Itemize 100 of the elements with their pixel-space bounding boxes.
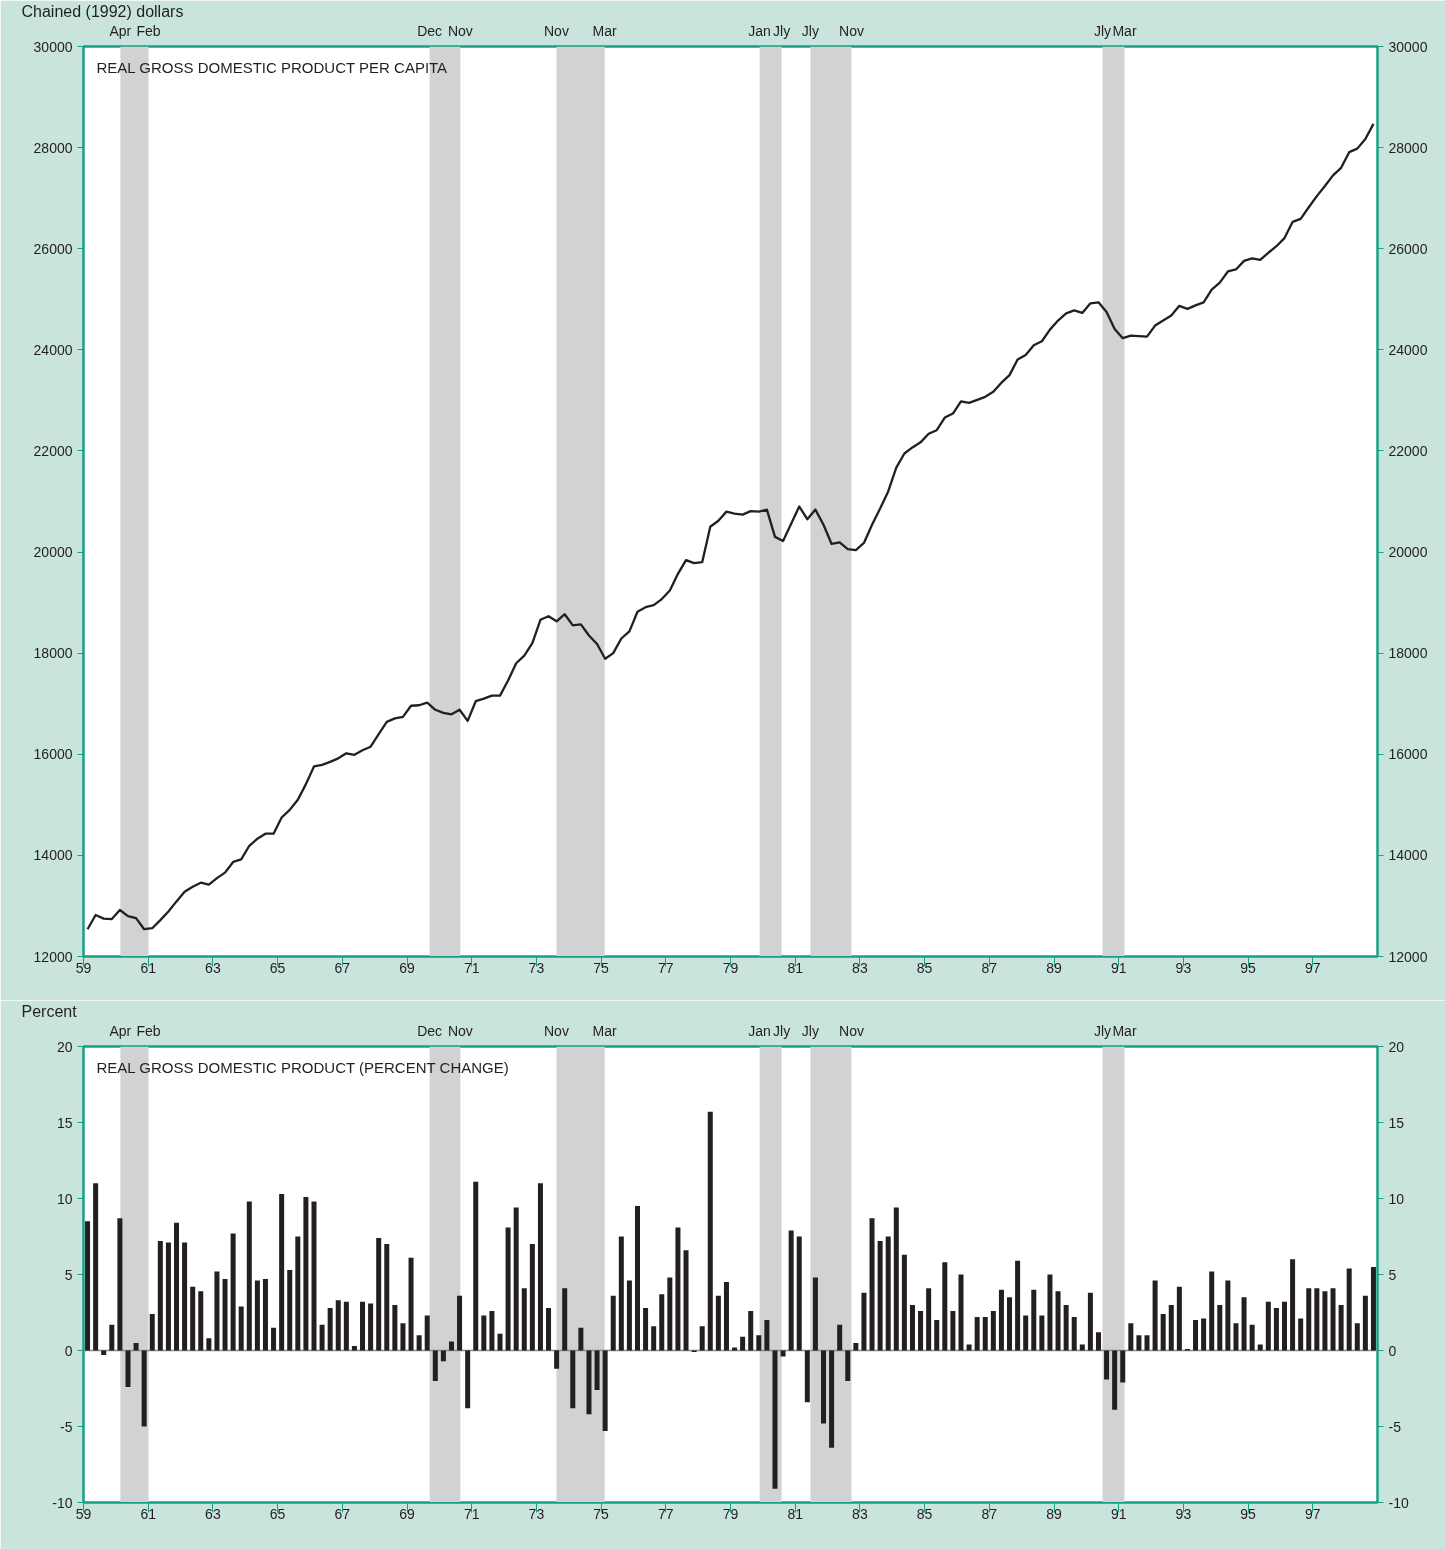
- bar: [1273, 1307, 1279, 1351]
- y2-tick-label: 20000: [1388, 544, 1428, 561]
- y-tick-label: 28000: [33, 139, 73, 156]
- text: REAL GROSS DOMESTIC PRODUCT (PERCENT CHANGE): [96, 1058, 509, 1076]
- x-tick-label: 67: [334, 959, 351, 976]
- bar: [1330, 1288, 1336, 1351]
- bar: [958, 1274, 964, 1351]
- bar: [174, 1222, 180, 1351]
- bar: [109, 1324, 115, 1351]
- y2-tick-label: 28000: [1388, 139, 1428, 156]
- bar: [990, 1310, 996, 1351]
- bar: [117, 1218, 123, 1351]
- bar: [1015, 1260, 1021, 1351]
- x-tick-label: 61: [140, 959, 157, 976]
- bar: [643, 1307, 649, 1351]
- y-tick-label: 26000: [33, 240, 73, 257]
- text: REAL GROSS DOMESTIC PRODUCT PER CAPITA: [96, 58, 448, 76]
- y-tick-label: 10: [56, 1190, 73, 1207]
- bar: [165, 1242, 171, 1351]
- x-tick-label: 91: [1110, 1505, 1127, 1522]
- bar: [481, 1315, 487, 1351]
- bar: [424, 1315, 430, 1351]
- bar: [1031, 1289, 1037, 1351]
- text: Jly: [1093, 22, 1112, 39]
- text: Mar: [592, 22, 618, 39]
- line-series: [86, 122, 1375, 931]
- bar: [780, 1350, 786, 1357]
- y-tick-label: 5: [64, 1266, 73, 1283]
- bar: [901, 1254, 907, 1351]
- bar: [1079, 1344, 1085, 1351]
- bar: [214, 1271, 220, 1351]
- x-tick-label: 59: [75, 959, 92, 976]
- bar: [368, 1303, 374, 1351]
- x-tick-label: 87: [981, 1505, 998, 1522]
- y-tick-label: 14000: [33, 847, 73, 864]
- bar: [764, 1320, 770, 1351]
- bar: [626, 1280, 632, 1351]
- bar: [1039, 1315, 1045, 1351]
- bar: [408, 1257, 414, 1351]
- bar: [950, 1310, 956, 1351]
- text: Mar: [1112, 22, 1137, 39]
- text: Nov: [544, 22, 569, 39]
- bar: [125, 1350, 131, 1387]
- x-tick-label: 89: [1046, 959, 1062, 976]
- y2-tick-label: 12000: [1388, 948, 1428, 965]
- bar: [918, 1310, 924, 1351]
- bar: [457, 1295, 463, 1351]
- bar: [683, 1250, 689, 1351]
- bar: [546, 1307, 552, 1351]
- bar: [1338, 1304, 1344, 1351]
- x-tick-label: 77: [658, 959, 674, 976]
- y-tick-label: 16000: [33, 746, 73, 763]
- bar: [238, 1306, 244, 1351]
- bar: [1314, 1288, 1320, 1351]
- bar: [699, 1326, 705, 1351]
- bar: [1120, 1350, 1126, 1383]
- bar: [432, 1350, 438, 1381]
- x-tick-label: 87: [981, 959, 998, 976]
- bar: [788, 1230, 794, 1351]
- bar: [149, 1314, 155, 1351]
- bar: [893, 1207, 899, 1351]
- bar: [360, 1301, 366, 1351]
- text: Apr: [109, 22, 132, 39]
- bar: [93, 1183, 99, 1351]
- bar: [351, 1345, 357, 1351]
- bar: [1136, 1335, 1142, 1351]
- x-tick-label: 71: [463, 1505, 480, 1522]
- text: Mar: [592, 1022, 618, 1039]
- bar: [376, 1238, 382, 1351]
- x-tick-label: 95: [1240, 959, 1257, 976]
- bar: [1201, 1318, 1207, 1351]
- y2-tick-label: 0: [1388, 1342, 1397, 1359]
- bar: [966, 1344, 972, 1351]
- x-tick-label: 73: [528, 959, 545, 976]
- bar: [246, 1201, 252, 1351]
- bar: [885, 1236, 891, 1351]
- bar: [1007, 1297, 1013, 1351]
- bar: [1152, 1280, 1158, 1351]
- bar: [1354, 1323, 1360, 1351]
- bar: [1193, 1320, 1199, 1351]
- x-tick-label: 83: [852, 1505, 868, 1522]
- text: Jan: [748, 1022, 771, 1039]
- bar: [570, 1350, 576, 1409]
- bar: [1209, 1271, 1215, 1351]
- bar: [262, 1279, 268, 1351]
- bar: [303, 1196, 309, 1351]
- text: Nov: [447, 1022, 473, 1039]
- bar: [529, 1244, 535, 1351]
- bar: [707, 1111, 713, 1351]
- bar: [909, 1304, 915, 1351]
- bar: [182, 1242, 188, 1351]
- bar: [594, 1350, 600, 1391]
- bar: [610, 1295, 616, 1351]
- bar: [473, 1181, 479, 1351]
- bar: [1233, 1323, 1239, 1351]
- bar: [505, 1227, 511, 1351]
- x-tick-label: 81: [787, 1505, 804, 1522]
- bar: [319, 1324, 325, 1351]
- bar: [254, 1280, 260, 1351]
- bar: [1047, 1274, 1053, 1351]
